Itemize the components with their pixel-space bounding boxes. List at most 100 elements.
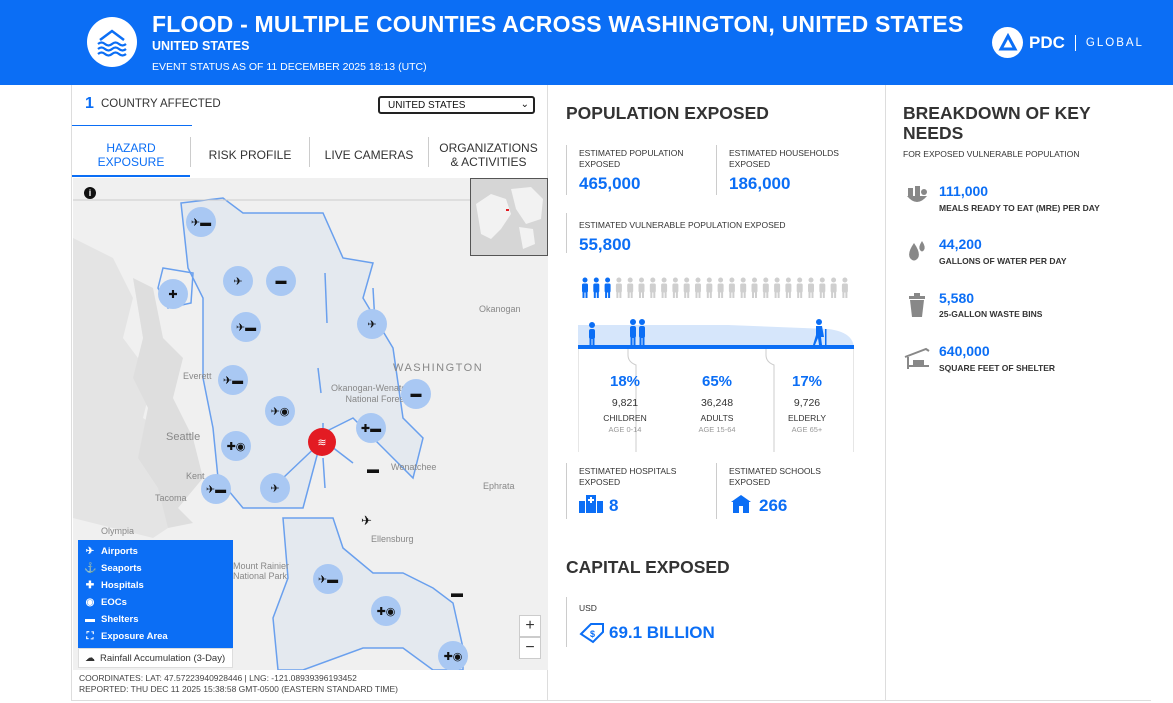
stat-divider (566, 463, 567, 519)
vulnerable-population-infographic (578, 277, 854, 452)
water-value: 44,200 (939, 236, 982, 252)
needs-title: BREAKDOWN OF KEY NEEDS (903, 103, 1091, 143)
legend-label: Seaports (101, 563, 142, 574)
adults-label: ADULTS (700, 413, 734, 423)
hospital-marker[interactable]: ✚ (158, 279, 188, 309)
brand-divider (1074, 34, 1076, 51)
legend-hospitals[interactable]: ✚ Hospitals (78, 577, 233, 594)
overview-inset-map[interactable] (470, 178, 548, 256)
airport-marker[interactable]: ✈ (357, 309, 387, 339)
school-icon (731, 495, 751, 518)
stat-divider (566, 145, 567, 195)
water-drop-icon (904, 238, 930, 264)
airplane-icon[interactable]: ✈ (361, 513, 372, 528)
flood-event-marker[interactable]: ≋ (308, 428, 336, 456)
mre-value: 111,000 (939, 183, 989, 199)
info-icon[interactable]: i (84, 187, 96, 199)
map-label-wenatchee: Wenatchee (391, 462, 437, 472)
tab-hazard-exposure[interactable]: HAZARD EXPOSURE (97, 141, 165, 169)
country-row: 1 COUNTRY AFFECTED UNITED STATES ⌄ (72, 85, 548, 125)
map-coordinates: COORDINATES: LAT: 47.57223940928446 | LN… (79, 673, 398, 695)
tab-risk-profile[interactable]: RISK PROFILE (208, 148, 292, 162)
person-figure (582, 277, 588, 298)
stat-divider (566, 213, 567, 253)
legend-shelters[interactable]: ▬ Shelters (78, 611, 233, 628)
est-population-label: ESTIMATED POPULATION EXPOSED (579, 148, 684, 169)
needs-subtitle: FOR EXPOSED VULNERABLE POPULATION (903, 149, 1080, 159)
est-households-value: 186,000 (729, 174, 791, 193)
est-schools-label: ESTIMATED SCHOOLS EXPOSED (729, 466, 821, 487)
map-label-tacoma: Tacoma (155, 493, 187, 503)
population-panel: POPULATION EXPOSED ESTIMATED POPULATION … (548, 85, 884, 700)
hospital-eoc-marker[interactable]: ✚◉ (438, 641, 468, 670)
airport-shelter-marker[interactable]: ✈▬ (218, 365, 248, 395)
vulnerable-pop-label: ESTIMATED VULNERABLE POPULATION EXPOSED (579, 220, 786, 230)
map-label-olympia: Olympia (101, 526, 135, 536)
shelter-marker[interactable]: ▬ (266, 266, 296, 296)
adults-count: 36,248 (700, 397, 734, 409)
person-figure (638, 277, 645, 298)
shelter-icon[interactable]: ▬ (451, 586, 463, 600)
svg-text:$: $ (590, 629, 595, 639)
capital-currency: USD (579, 603, 597, 613)
hospital-marker[interactable]: ✚▬ (356, 413, 386, 443)
hazard-map[interactable]: WASHINGTON Okanogan Okanogan-Wenatchee N… (73, 178, 548, 670)
anchor-icon: ⚓ (84, 563, 97, 574)
tab-live-cameras[interactable]: LIVE CAMERAS (324, 148, 414, 162)
person-figure (604, 277, 611, 298)
airport-shelter-marker[interactable]: ✈▬ (186, 207, 216, 237)
children-count: 9,821 (611, 397, 639, 409)
legend-rainfall[interactable]: ☁ Rainfall Accumulation (3-Day) (78, 648, 233, 668)
hospital-eoc-marker[interactable]: ✚◉ (371, 596, 401, 626)
airport-shelter-marker[interactable]: ✈▬ (313, 564, 343, 594)
pdc-logo-icon (992, 27, 1023, 58)
shelter-icon: ▬ (85, 614, 95, 625)
adults-percent: 65% (701, 373, 733, 390)
tab-organizations-activities[interactable]: ORGANIZATIONS & ACTIVITIES (439, 141, 538, 169)
water-label: GALLONS OF WATER PER DAY (939, 256, 1067, 266)
shelter-marker[interactable]: ▬ (401, 379, 431, 409)
airport-marker[interactable]: ✈ (260, 473, 290, 503)
person-figure (672, 277, 679, 298)
airport-marker[interactable]: ✈ (223, 266, 253, 296)
country-underline (72, 125, 192, 126)
est-households-label: ESTIMATED HOUSEHOLDS EXPOSED (729, 148, 839, 169)
rainfall-icon: ☁ (85, 652, 95, 664)
airport-shelter-marker[interactable]: ✈▬ (231, 312, 261, 342)
active-tab-indicator (72, 175, 190, 177)
children-percent: 18% (609, 373, 641, 390)
person-figure (740, 277, 747, 298)
map-label-okanogan: Okanogan (479, 304, 521, 314)
key-needs-panel: BREAKDOWN OF KEY NEEDS FOR EXPOSED VULNE… (885, 85, 1155, 700)
airport-eoc-marker[interactable]: ✈◉ (265, 396, 295, 426)
map-label-rainier: Mount Rainier National Park (233, 561, 290, 581)
stat-divider (716, 463, 717, 519)
person-figure (728, 277, 735, 298)
legend-label: EOCs (101, 597, 127, 608)
zoom-in-button[interactable]: + (519, 615, 541, 637)
country-count: 1 (85, 95, 94, 112)
hospital-eoc-marker[interactable]: ✚◉ (221, 431, 251, 461)
money-icon: $ (579, 622, 605, 649)
airport-shelter-marker[interactable]: ✈▬ (201, 474, 231, 504)
person-figure (819, 277, 826, 298)
person-figure (830, 277, 837, 298)
legend-eocs[interactable]: ◉ EOCs (78, 594, 233, 611)
country-select[interactable]: UNITED STATES ⌄ (378, 96, 535, 114)
zoom-out-button[interactable]: − (519, 637, 541, 659)
person-figure (808, 277, 814, 298)
legend-seaports[interactable]: ⚓ Seaports (78, 560, 233, 577)
event-status: EVENT STATUS AS OF 11 DECEMBER 2025 18:1… (152, 61, 427, 73)
footer-divider (71, 700, 1151, 701)
flood-hazard-icon (87, 17, 137, 67)
legend-airports[interactable]: ✈ Airports (78, 543, 233, 560)
event-country: UNITED STATES (152, 39, 250, 53)
shelter-icon[interactable]: ▬ (367, 462, 379, 476)
legend-exposure-area[interactable]: ⛶ Exposure Area (78, 628, 233, 645)
pdc-global-logo[interactable]: PDC GLOBAL (992, 27, 1144, 58)
waste-bins-label: 25-GALLON WASTE BINS (939, 309, 1043, 319)
person-figure (774, 277, 781, 298)
est-hospitals-value: 8 (609, 496, 619, 515)
legend-label: Hospitals (101, 580, 144, 591)
stat-divider (716, 145, 717, 195)
